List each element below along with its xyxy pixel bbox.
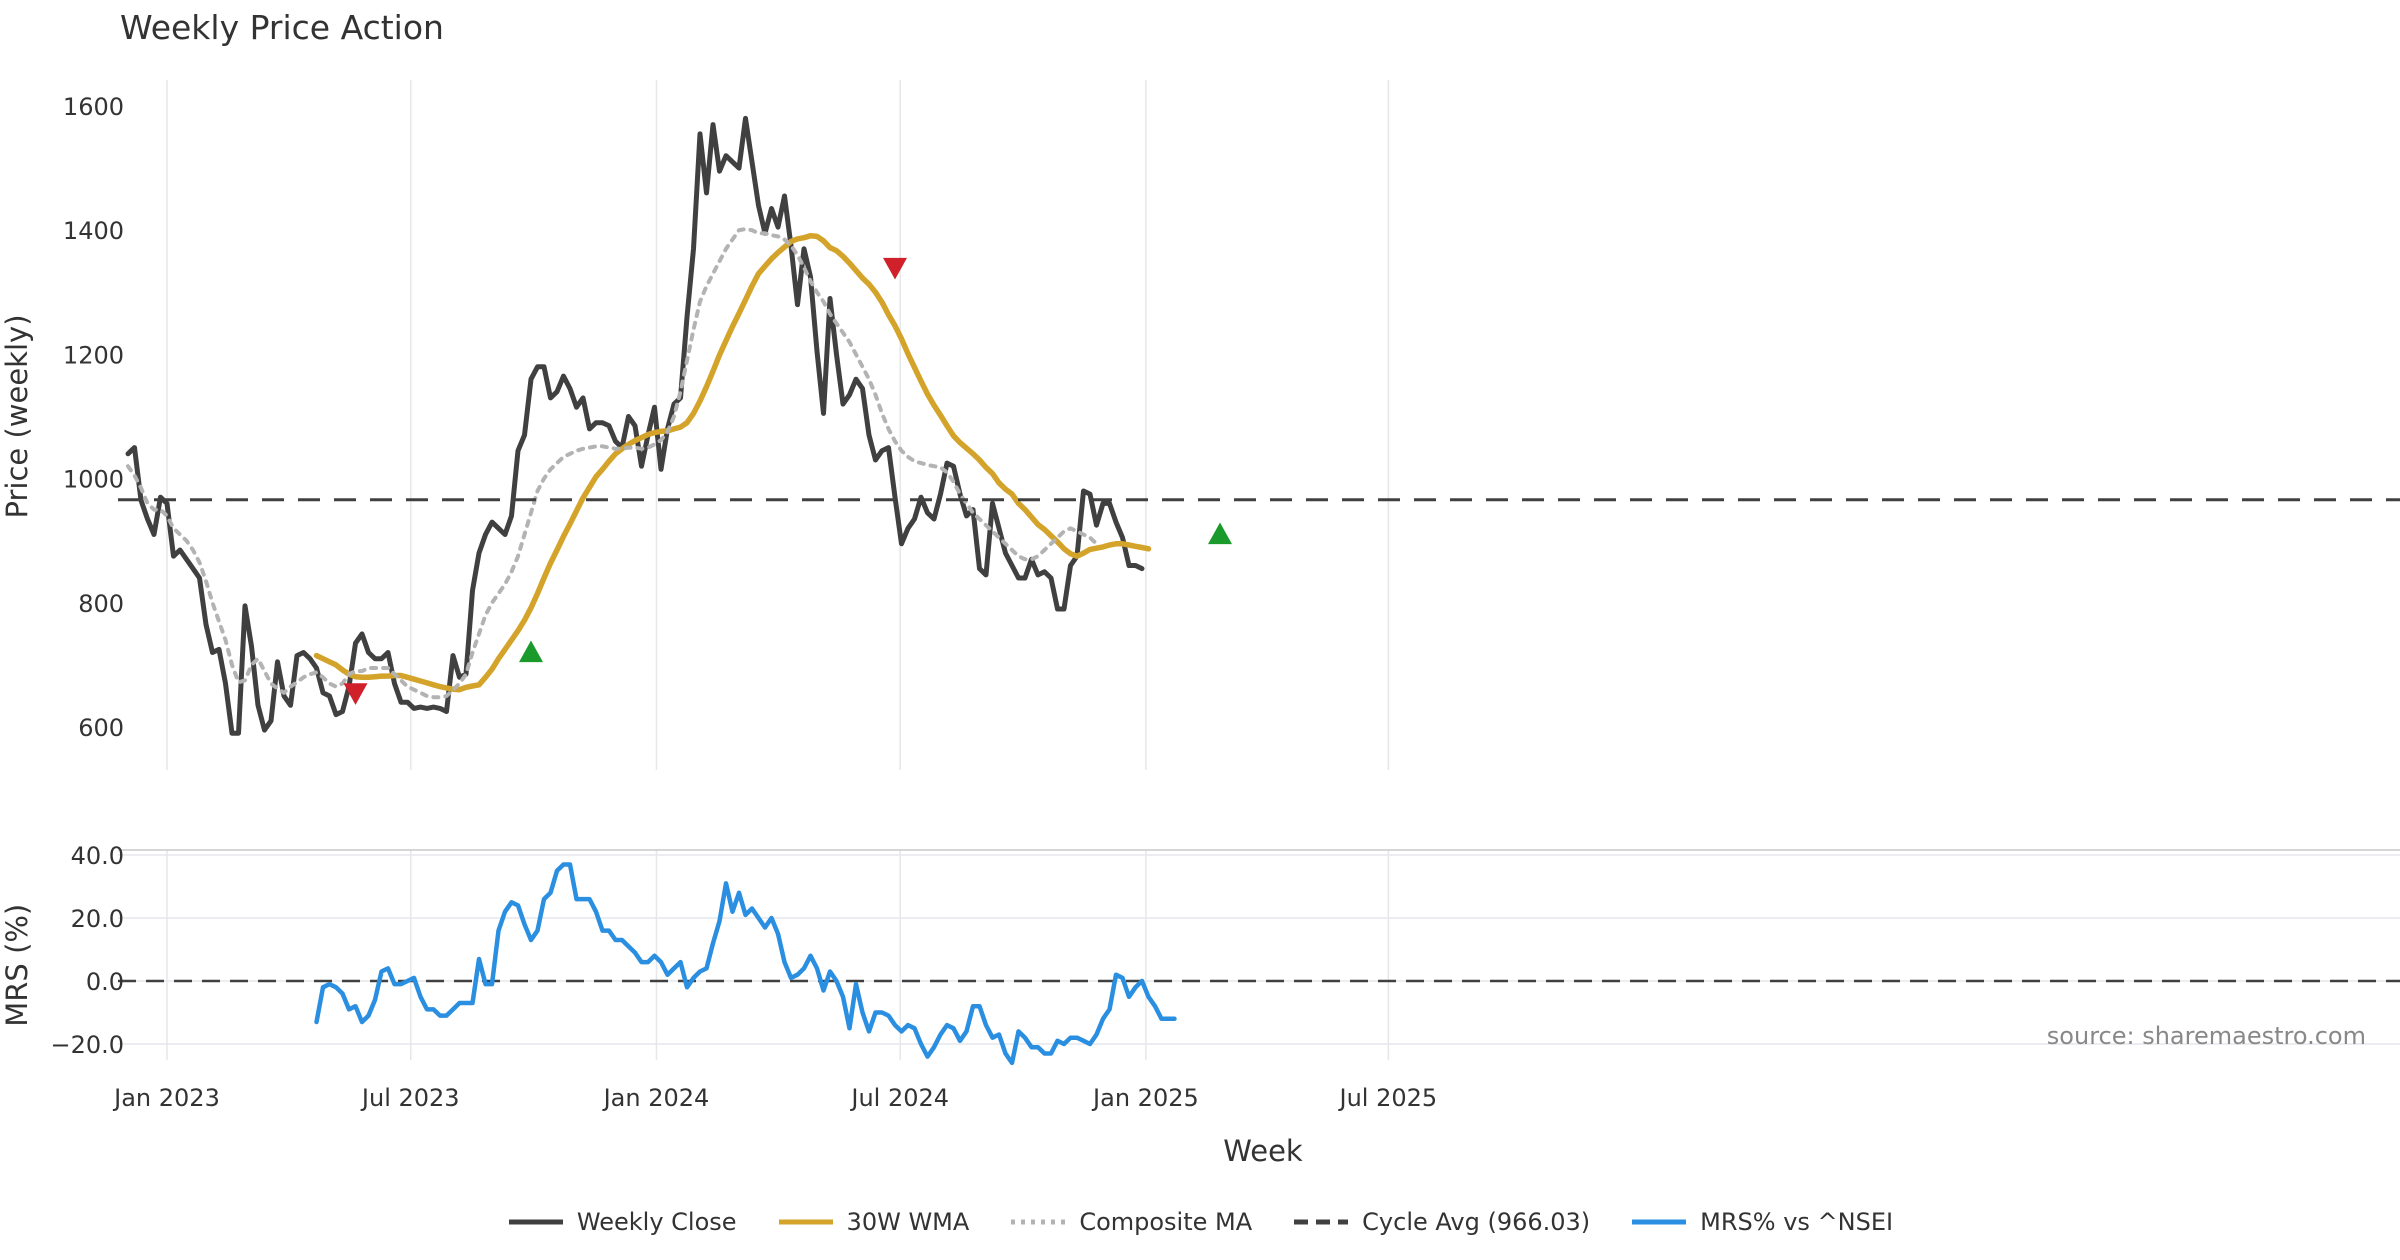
price-y-tick-label: 600: [78, 714, 124, 742]
price-y-tick-label: 1400: [63, 217, 124, 245]
x-tick-label: Jul 2023: [360, 1084, 460, 1112]
buy-signal-marker: [1208, 522, 1232, 545]
legend-swatch: [778, 1219, 833, 1225]
legend-label: Composite MA: [1079, 1208, 1253, 1236]
marker-layer: [343, 257, 1232, 705]
legend-label: 30W WMA: [846, 1208, 970, 1236]
chart-legend: Weekly Close 30W WMA Composite MA Cycle Avg…: [0, 1208, 2400, 1236]
x-tick-label: Jul 2025: [1338, 1084, 1438, 1112]
x-axis-title: Week: [1223, 1134, 1303, 1168]
mrs-y-tick-label: 0.0: [86, 968, 124, 996]
legend-label: MRS% vs ^NSEI: [1700, 1208, 1894, 1236]
legend-swatch: [1294, 1219, 1349, 1225]
legend-label: Cycle Avg (966.03): [1362, 1208, 1591, 1236]
legend-item: Cycle Avg (966.03): [1292, 1208, 1590, 1236]
legend-label: Weekly Close: [576, 1208, 737, 1236]
mrs-y-tick-label: −20.0: [50, 1031, 124, 1059]
weekly-close-line: [125, 115, 1145, 736]
price-y-tick-label: 800: [78, 590, 124, 618]
legend-swatch: [508, 1219, 563, 1225]
mrs-y-axis-title: MRS (%): [0, 904, 34, 1027]
30w-wma-line: [313, 233, 1152, 693]
chart-title: Weekly Price Action: [120, 8, 444, 47]
series-layer: [118, 115, 2400, 1066]
legend-item: 30W WMA: [777, 1208, 970, 1236]
mrs-y-tick-label: 20.0: [71, 905, 124, 933]
price-y-tick-label: 1200: [63, 341, 124, 369]
label-layer: Jan 2023 Jul 2023 Jan 2024 Jul 2024 Jan 2025…: [0, 93, 2366, 1168]
mrs-y-tick-label: 40.0: [71, 842, 124, 870]
price-y-tick-label: 1600: [63, 93, 124, 121]
legend-item: MRS% vs ^NSEI: [1630, 1208, 1893, 1236]
x-tick-label: Jan 2023: [112, 1084, 220, 1112]
composite-ma-line: [126, 227, 1099, 700]
x-tick-label: Jul 2024: [849, 1084, 949, 1112]
price-y-tick-label: 1000: [63, 466, 124, 494]
legend-item: Weekly Close: [507, 1208, 737, 1236]
buy-signal-marker: [519, 640, 543, 663]
sell-signal-marker: [883, 257, 907, 280]
grid-layer: [118, 80, 2400, 1060]
x-tick-label: Jan 2024: [602, 1084, 710, 1112]
source-label: source: sharemaestro.com: [2047, 1022, 2366, 1050]
legend-swatch: [1011, 1219, 1066, 1225]
x-tick-label: Jan 2025: [1091, 1084, 1199, 1112]
legend-swatch: [1632, 1219, 1687, 1225]
sell-signal-marker: [343, 683, 368, 705]
mrs-line: [314, 862, 1177, 1066]
price-y-axis-title: Price (weekly): [0, 314, 34, 518]
legend-item: Composite MA: [1009, 1208, 1252, 1236]
